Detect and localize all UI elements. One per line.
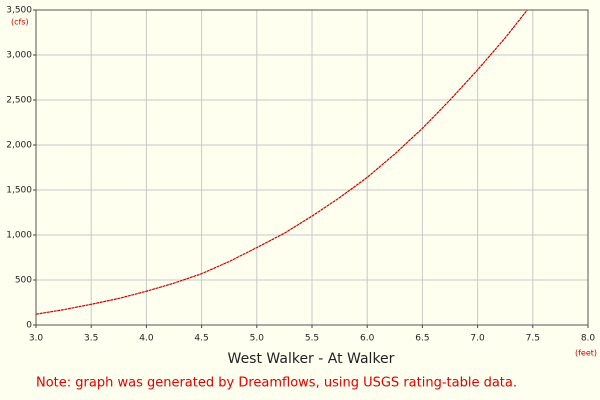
y-tick-label: 3,500 [6,6,32,16]
y-tick-label: 500 [15,276,32,286]
y-tick-label: 2,000 [6,141,32,151]
y-tick-label: 1,000 [6,231,32,241]
x-tick-label: 8.0 [581,334,596,344]
x-tick-label: 5.5 [305,334,319,344]
x-tick-label: 4.0 [139,334,154,344]
x-tick-label: 7.5 [526,334,540,344]
x-tick-label: 4.5 [194,334,208,344]
x-tick-label: 3.0 [29,334,44,344]
y-tick-label: 2,500 [6,96,32,106]
plot-frame [35,9,589,326]
x-tick-label: 6.5 [415,334,429,344]
x-tick-label: 3.5 [84,334,98,344]
y-unit: (cfs) [11,18,29,27]
line [35,9,528,315]
y-tick-label: 1,500 [6,186,32,196]
y-tick-label: 3,000 [6,51,32,61]
x-tick-label: 6.0 [360,334,375,344]
x-tick-label: 5.0 [250,334,265,344]
x-tick-label: 7.0 [470,334,485,344]
y-tick-label: 0 [26,321,32,331]
x-unit: (feet) [575,349,597,358]
note: Note: graph was generated by Dreamflows,… [36,376,517,391]
chart-title: West Walker - At Walker [228,351,395,367]
